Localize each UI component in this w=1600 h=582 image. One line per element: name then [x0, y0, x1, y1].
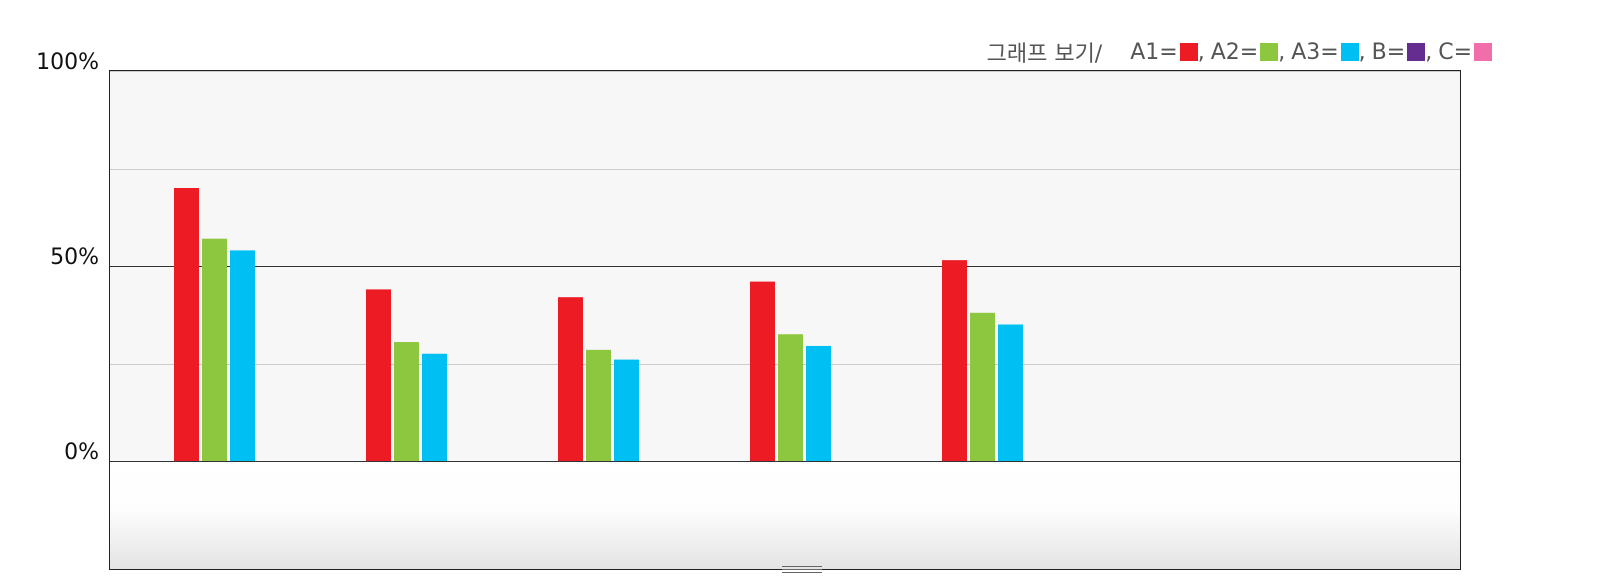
legend-item-label: A1=	[1130, 39, 1178, 65]
bar-a3-3	[614, 359, 639, 461]
legend-separator: ,	[1358, 39, 1366, 65]
bar-a3-4	[806, 345, 831, 461]
bar-a1-3	[558, 297, 583, 461]
legend-swatch	[1179, 43, 1198, 61]
legend-entries: A1=, A2=, A3=, B=, C=	[1130, 40, 1498, 65]
legend-item-label: A3=	[1291, 39, 1339, 65]
y-tick-label: 50%	[50, 245, 99, 270]
y-tick-label: 100%	[36, 50, 99, 75]
legend-item: A1=,	[1130, 40, 1210, 65]
legend-separator: ,	[1197, 39, 1205, 65]
legend-separator: ,	[1425, 39, 1433, 65]
bar-a3-2	[422, 353, 447, 461]
resize-handle-icon[interactable]	[782, 566, 822, 574]
bar-a1-1	[174, 188, 199, 461]
legend-swatch	[1260, 43, 1279, 61]
bar-a2-3	[586, 349, 611, 461]
chart-legend: 그래프 보기/ A1=, A2=, A3=, B=, C=	[987, 36, 1498, 68]
bars	[174, 188, 1023, 461]
legend-swatch	[1474, 43, 1492, 61]
legend-item: A2=,	[1211, 40, 1291, 65]
legend-item-label: A2=	[1210, 39, 1259, 65]
legend-swatch	[1340, 43, 1359, 61]
legend-separator: ,	[1278, 39, 1286, 65]
bar-a3-1	[230, 250, 255, 461]
bar-a2-5	[970, 312, 995, 461]
legend-item-label: B=	[1371, 39, 1406, 65]
legend-item: A3=,	[1291, 40, 1371, 65]
bar-a3-5	[998, 324, 1023, 461]
y-tick-label: 0%	[64, 440, 99, 465]
bar-a2-1	[202, 238, 227, 461]
legend-item-label: C=	[1438, 39, 1472, 65]
legend-item: C=	[1438, 40, 1498, 65]
bar-a1-5	[942, 260, 967, 461]
legend-swatch	[1407, 43, 1426, 61]
bar-a1-4	[750, 281, 775, 461]
bar-a2-2	[394, 342, 419, 461]
legend-item: B=,	[1372, 40, 1439, 65]
lower-panel	[110, 461, 1460, 569]
legend-title: 그래프 보기/	[986, 42, 1103, 67]
y-axis-labels: 0% 50% 100%	[36, 50, 99, 465]
bar-a2-4	[778, 334, 803, 461]
bar-a1-2	[366, 289, 391, 461]
